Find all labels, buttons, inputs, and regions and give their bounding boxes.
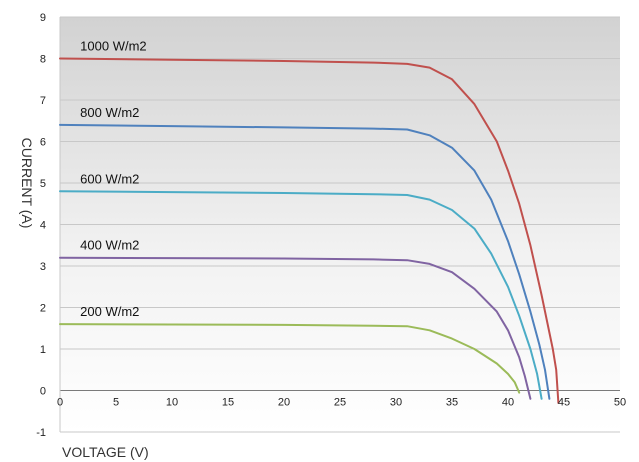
- x-tick-label: 30: [390, 397, 402, 409]
- y-tick-label: 3: [40, 261, 46, 273]
- series-line: [59, 190, 543, 400]
- series-label: 800 W/m2: [80, 105, 139, 120]
- gridlines: [59, 16, 620, 433]
- series-label: 200 W/m2: [80, 304, 139, 319]
- y-tick-label: 0: [40, 386, 46, 398]
- y-tick-label: 4: [40, 220, 46, 232]
- x-tick-labels: 0 5 10 15 20 25 30 35 40 45 50: [57, 397, 626, 409]
- series-label: 1000 W/m2: [80, 39, 146, 54]
- x-tick-label: 25: [334, 397, 346, 409]
- series-line: [59, 123, 551, 400]
- y-tick-label: 7: [40, 95, 46, 107]
- y-tick-label: 1: [40, 344, 46, 356]
- y-tick-label: 2: [40, 303, 46, 315]
- series-label: 400 W/m2: [80, 238, 139, 253]
- x-tick-label: 15: [222, 397, 234, 409]
- y-tick-label: 8: [40, 54, 46, 66]
- x-tick-label: 5: [113, 397, 119, 409]
- x-tick-label: 50: [614, 397, 626, 409]
- x-tick-label: 0: [57, 397, 63, 409]
- x-axis-title: VOLTAGE (V): [62, 444, 149, 460]
- y-tick-label: 5: [40, 178, 46, 190]
- series-labels: 1000 W/m2 800 W/m2 600 W/m2 400 W/m2 200 W/m…: [80, 39, 146, 320]
- y-axis-title: CURRENT (A): [19, 138, 35, 229]
- y-tick-label: 6: [40, 137, 46, 149]
- x-tick-label: 10: [166, 397, 178, 409]
- x-tick-label: 40: [502, 397, 514, 409]
- x-tick-label: 45: [558, 397, 570, 409]
- series-line: [59, 57, 560, 404]
- series-line: [59, 323, 521, 394]
- series-lines: [59, 57, 560, 404]
- y-tick-label: 9: [40, 12, 46, 24]
- y-tick-label: -1: [36, 427, 46, 439]
- x-tick-label: 35: [446, 397, 458, 409]
- x-tick-label: 20: [278, 397, 290, 409]
- series-line: [59, 256, 532, 400]
- y-tick-labels: -1 0 1 2 3 4 5 6 7 8 9: [36, 12, 46, 439]
- series-label: 600 W/m2: [80, 171, 139, 186]
